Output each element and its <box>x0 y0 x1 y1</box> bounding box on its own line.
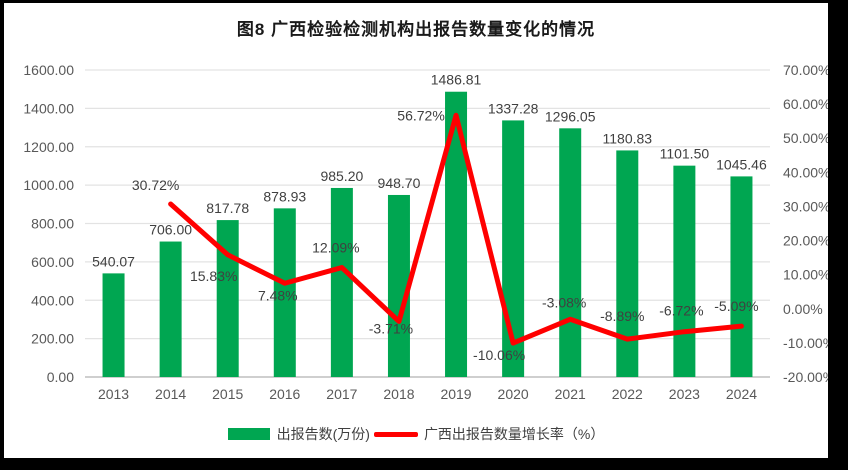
bar-value-label: 1486.81 <box>431 72 482 88</box>
left-axis-tick: 1000.00 <box>23 177 74 193</box>
legend-bar-label: 出报告数(万份) <box>276 426 370 442</box>
bar-value-label: 817.78 <box>206 200 249 216</box>
growth-rate-line <box>168 112 744 346</box>
right-axis-tick: 30.00% <box>783 198 828 214</box>
bar-2021 <box>559 128 582 377</box>
chart-canvas: 0.00 200.00 400.00 600.00 800.00 1000.00 1200.… <box>4 3 828 458</box>
year-label: 2018 <box>383 386 414 402</box>
right-axis-tick: -10.00% <box>783 335 828 351</box>
left-axis-tick: 800.00 <box>31 216 74 232</box>
bar-2017 <box>330 187 353 377</box>
year-label: 2024 <box>726 386 757 402</box>
year-label: 2022 <box>612 386 643 402</box>
year-label: 2021 <box>555 386 586 402</box>
legend-line-label: 广西出报告数量增长率（%） <box>423 426 605 442</box>
growth-value-label: 30.72% <box>132 177 179 193</box>
bar-2015 <box>216 220 239 377</box>
growth-value-label: -10.06% <box>473 347 525 363</box>
right-axis-tick: 20.00% <box>783 233 828 249</box>
bar-value-label: 1180.83 <box>603 130 653 146</box>
right-axis-tick: 50.00% <box>783 130 828 146</box>
right-axis-tick: 0.00% <box>783 301 823 317</box>
year-label: 2013 <box>98 386 129 402</box>
bar-value-label: 985.20 <box>320 168 363 184</box>
bar-value-label: 948.70 <box>378 175 421 191</box>
growth-value-label: 56.72% <box>397 107 444 123</box>
growth-value-label: -3.08% <box>542 294 586 310</box>
year-label: 2016 <box>269 386 300 402</box>
left-axis-tick: 1600.00 <box>23 62 74 78</box>
bar-2023 <box>673 165 696 377</box>
growth-value-label: -5.09% <box>714 298 758 314</box>
growth-value-label: 7.48% <box>258 287 298 303</box>
left-axis-tick: 1200.00 <box>23 139 74 155</box>
growth-value-label: 12.09% <box>312 240 359 256</box>
bar-2024 <box>730 176 753 377</box>
year-label: 2015 <box>212 386 243 402</box>
growth-value-label: -6.72% <box>659 303 703 319</box>
year-label: 2017 <box>326 386 357 402</box>
bar-value-label: 1296.05 <box>545 108 596 124</box>
bar-2016 <box>273 208 296 377</box>
legend-line-swatch-icon <box>373 431 418 437</box>
bar-2013 <box>102 273 125 377</box>
right-axis-tick: -20.00% <box>783 369 828 385</box>
year-label: 2020 <box>498 386 529 402</box>
left-axis-tick: 0.00 <box>47 369 74 385</box>
chart-legend: 出报告数(万份) 广西出报告数量增长率（%） <box>4 424 828 444</box>
legend-bar-swatch-icon <box>227 428 270 440</box>
year-label: 2014 <box>155 386 186 402</box>
bar-value-label: 878.93 <box>263 188 306 204</box>
year-label: 2023 <box>669 386 700 402</box>
growth-value-label: 15.83% <box>190 268 237 284</box>
left-axis-tick: 1400.00 <box>23 100 74 116</box>
growth-value-label: -3.71% <box>369 320 413 336</box>
left-axis-tick: 200.00 <box>31 331 74 347</box>
bar-value-label: 706.00 <box>149 222 192 238</box>
left-axis-tick: 400.00 <box>31 292 74 308</box>
growth-value-label: -8.89% <box>600 308 644 324</box>
bar-2022 <box>616 150 639 377</box>
right-axis-tick: 40.00% <box>783 164 828 180</box>
right-axis-tick: 10.00% <box>783 267 828 283</box>
right-axis-tick: 60.00% <box>783 96 828 112</box>
left-axis-tick: 600.00 <box>31 254 74 270</box>
bar-value-label: 1337.28 <box>488 100 539 116</box>
combo-chart: 0.00 200.00 400.00 600.00 800.00 1000.00 1200.… <box>23 62 828 402</box>
bar-2019 <box>445 91 468 378</box>
bar-2014 <box>159 241 182 377</box>
bar-value-label: 1045.46 <box>716 156 767 172</box>
year-label: 2019 <box>440 386 471 402</box>
bar-2018 <box>387 194 410 377</box>
bar-value-label: 540.07 <box>92 253 135 269</box>
chart-title: 图8 广西检验检测机构出报告数量变化的情况 <box>236 20 596 39</box>
bar-value-label: 1101.50 <box>660 146 710 162</box>
right-axis-tick: 70.00% <box>783 62 828 78</box>
